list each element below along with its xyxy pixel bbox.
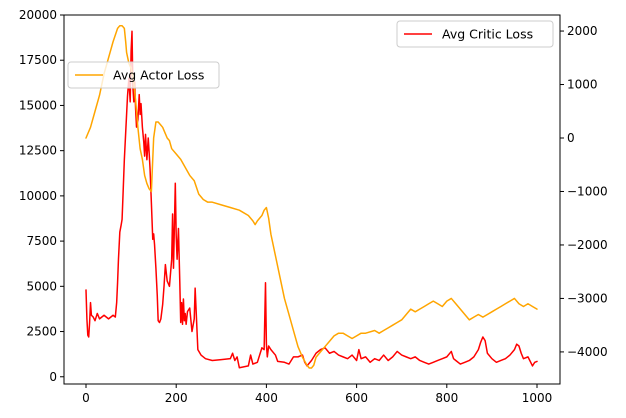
x-tick-label: 400 [255,391,278,405]
x-tick-label: 1000 [522,391,553,405]
x-tick-label: 600 [345,391,368,405]
right-y-tick-label: 2000 [567,24,598,38]
legend-label: Avg Critic Loss [442,27,533,42]
right-y-tick-label: −1000 [567,184,608,198]
plot-frame [63,14,561,385]
left-y-tick-label: 15000 [19,98,57,112]
series-line-avg-critic-loss [85,30,538,369]
left-y-tick-label: 5000 [26,279,57,293]
left-y-tick-label: 12500 [19,144,57,158]
legend-avg-critic-loss: Avg Critic Loss [396,20,554,48]
right-y-tick-label: −3000 [567,291,608,305]
x-tick-label: 0 [82,391,90,405]
series-line-avg-actor-loss [85,24,538,369]
left-y-tick-label: 7500 [26,234,57,248]
left-y-tick-label: 0 [49,370,57,384]
left-y-tick-label: 10000 [19,189,57,203]
plot-layer [85,24,538,369]
left-y-tick-label: 17500 [19,53,57,67]
right-y-tick-label: −2000 [567,238,608,252]
axes-layer: 0 200 400 600 800 100002500500075001000012500… [19,8,608,405]
left-y-tick-label: 20000 [19,8,57,22]
legend-avg-actor-loss: Avg Actor Loss [67,61,220,89]
legend-box [67,61,220,89]
x-tick-label: 200 [165,391,188,405]
right-y-tick-label: 0 [567,131,575,145]
legend-label: Avg Actor Loss [113,68,204,83]
left-y-tick-label: 2500 [26,325,57,339]
legend-layer: Avg Critic Loss Avg Actor Loss [67,20,554,89]
x-tick-label: 800 [435,391,458,405]
right-y-tick-label: −4000 [567,345,608,359]
right-y-tick-label: 1000 [567,78,598,92]
legend-box [396,20,554,48]
